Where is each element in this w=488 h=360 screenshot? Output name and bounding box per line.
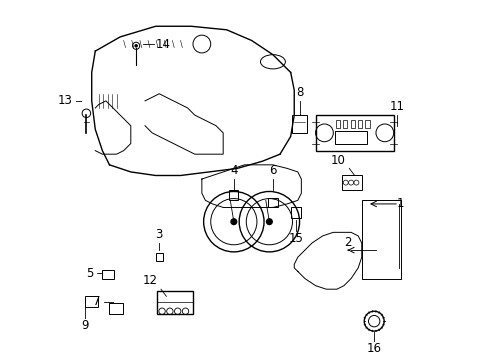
Text: 15: 15 [288,232,303,246]
Text: 12: 12 [142,274,157,287]
Text: 10: 10 [330,154,345,167]
Text: 4: 4 [230,164,237,177]
Text: 3: 3 [155,228,163,241]
Circle shape [135,45,137,47]
Text: 6: 6 [268,164,276,177]
Text: 8: 8 [295,86,303,99]
Circle shape [266,219,272,225]
Circle shape [230,219,236,225]
Text: 1: 1 [396,197,404,210]
Text: 7: 7 [93,295,101,308]
Text: 13: 13 [57,94,72,107]
Text: 14: 14 [155,37,170,50]
Text: 9: 9 [81,319,88,332]
Text: 16: 16 [366,342,381,355]
Text: 5: 5 [86,267,93,280]
Text: 2: 2 [343,237,350,249]
Text: 11: 11 [389,100,404,113]
